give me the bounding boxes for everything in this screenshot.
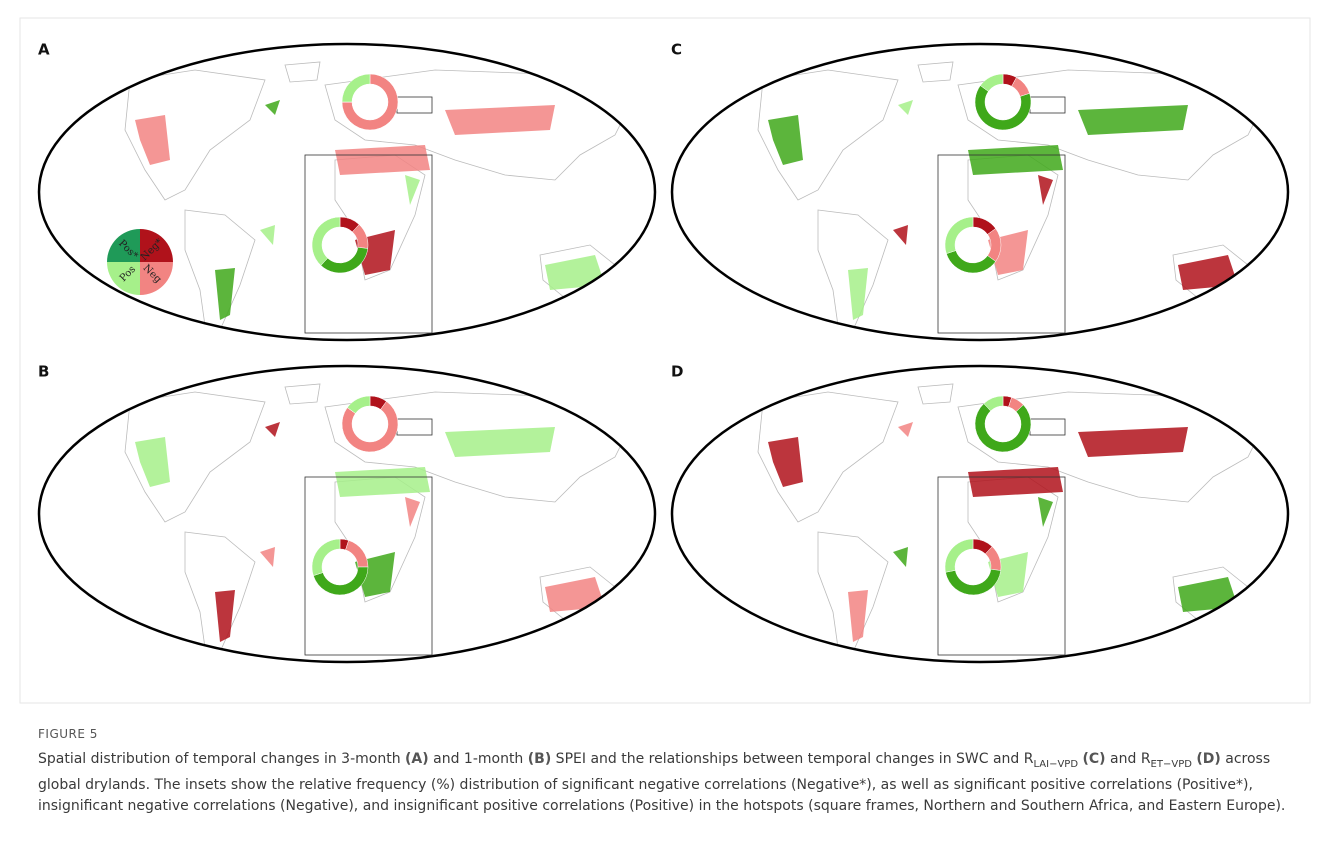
- hotspot-area: [1178, 255, 1238, 290]
- panel: C: [671, 41, 1288, 341]
- caption-part: and 1-month: [429, 751, 528, 767]
- donut-segment: [342, 74, 370, 102]
- panel: D: [671, 363, 1288, 663]
- donut-segment: [975, 404, 1031, 452]
- europe-frame: [1030, 419, 1065, 435]
- hotspot-area: [545, 577, 605, 612]
- hotspot-area: [898, 422, 913, 437]
- panel-label: D: [671, 363, 683, 381]
- hotspot-area: [698, 392, 723, 407]
- donut-segment: [945, 569, 1000, 595]
- donut-segment: [945, 217, 973, 254]
- page: ANeg*NegPosPos* C B D FIGURE 5 Spatial dist…: [0, 0, 1328, 861]
- caption-part: (D): [1196, 751, 1220, 767]
- hotspot-area: [135, 115, 170, 165]
- caption-part: (A): [405, 751, 429, 767]
- hotspot-area: [265, 100, 280, 115]
- hotspot-area: [65, 70, 90, 85]
- panel: B: [38, 363, 655, 663]
- caption-text: Spatial distribution of temporal changes…: [38, 751, 1285, 814]
- hotspot-area: [445, 105, 555, 135]
- europe-frame: [397, 97, 432, 113]
- hotspot-area: [405, 497, 420, 527]
- caption-part: (B): [528, 751, 551, 767]
- hotspot-area: [1078, 427, 1188, 457]
- caption-part: (C): [1083, 751, 1106, 767]
- land-outline: [285, 384, 320, 404]
- hotspot-area: [1038, 497, 1053, 527]
- caption-part: and R: [1106, 751, 1151, 767]
- hotspot-area: [968, 467, 1063, 497]
- donut-segment: [312, 539, 340, 576]
- hotspot-area: [893, 547, 908, 567]
- hotspot-area: [968, 145, 1063, 175]
- donut-segment: [321, 247, 368, 273]
- hotspot-area: [405, 175, 420, 205]
- hotspot-area: [260, 547, 275, 567]
- hotspot-area: [893, 225, 908, 245]
- hotspot-area: [1038, 175, 1053, 205]
- hotspot-area: [335, 145, 430, 175]
- hotspot-area: [135, 437, 170, 487]
- hotspot-area: [265, 422, 280, 437]
- land-outline: [285, 62, 320, 82]
- hotspot-area: [260, 225, 275, 245]
- panel-label: A: [38, 41, 50, 59]
- caption-part: LAI−VPD: [1034, 759, 1079, 770]
- hotspot-area: [1078, 105, 1188, 135]
- hotspot-area: [848, 590, 868, 642]
- panel-label: C: [671, 41, 682, 59]
- hotspot-area: [768, 115, 803, 165]
- hotspot-area: [848, 268, 868, 320]
- hotspot-area: [445, 427, 555, 457]
- land-outline: [918, 384, 953, 404]
- hotspot-area: [545, 255, 605, 290]
- hotspot-area: [215, 590, 235, 642]
- hotspot-area: [768, 437, 803, 487]
- europe-frame: [397, 419, 432, 435]
- donut-segment: [946, 251, 995, 273]
- caption: FIGURE 5 Spatial distribution of tempora…: [38, 724, 1298, 817]
- hotspot-area: [1178, 577, 1238, 612]
- hotspot-area: [335, 467, 430, 497]
- hotspot-area: [898, 100, 913, 115]
- donut-segment: [945, 539, 973, 572]
- caption-label: FIGURE 5: [38, 724, 1298, 745]
- caption-part: Spatial distribution of temporal changes…: [38, 751, 405, 767]
- land-outline: [918, 62, 953, 82]
- hotspot-area: [65, 392, 90, 407]
- caption-part: ET−VPD: [1151, 759, 1192, 770]
- panel-label: B: [38, 363, 49, 381]
- hotspot-area: [698, 70, 723, 85]
- hotspot-area: [215, 268, 235, 320]
- europe-frame: [1030, 97, 1065, 113]
- donut-segment: [312, 217, 340, 265]
- caption-part: SPEI and the relationships between tempo…: [551, 751, 1033, 767]
